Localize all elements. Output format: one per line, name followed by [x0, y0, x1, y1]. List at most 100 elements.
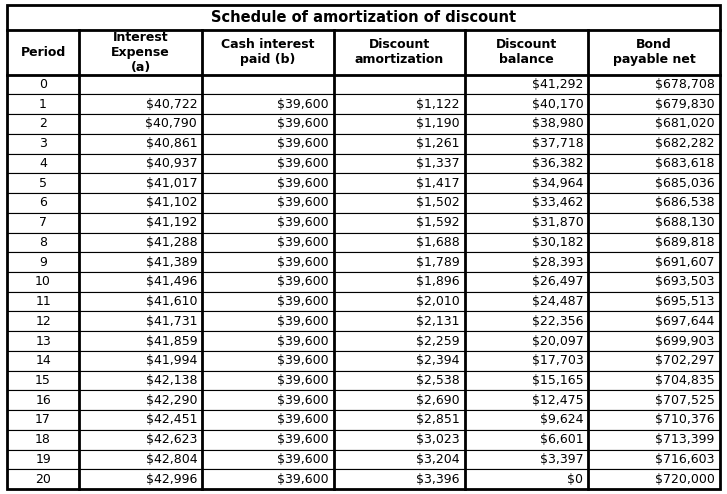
Text: $6,601: $6,601 [539, 433, 583, 446]
Bar [79, 351, 202, 370]
Bar [465, 154, 588, 173]
Bar [465, 351, 588, 370]
Text: $39,600: $39,600 [277, 137, 329, 150]
Bar [588, 154, 720, 173]
Bar [465, 30, 588, 75]
Bar [202, 75, 334, 94]
Text: Cash interest
paid (b): Cash interest paid (b) [221, 39, 315, 66]
Bar [588, 94, 720, 114]
Text: $1,337: $1,337 [417, 157, 460, 170]
Bar [465, 75, 588, 94]
Text: $720,000: $720,000 [655, 473, 715, 486]
Bar [334, 272, 465, 292]
Bar [465, 430, 588, 450]
Bar [465, 390, 588, 410]
Bar [79, 233, 202, 252]
Bar [79, 173, 202, 193]
Bar [334, 252, 465, 272]
Text: $1,261: $1,261 [417, 137, 460, 150]
Text: 16: 16 [35, 394, 51, 407]
Bar [465, 410, 588, 430]
Bar [588, 370, 720, 390]
Text: $41,610: $41,610 [145, 295, 197, 308]
Bar [334, 351, 465, 370]
Text: $41,288: $41,288 [145, 236, 197, 249]
Text: 18: 18 [35, 433, 51, 446]
Bar [202, 331, 334, 351]
Text: $28,393: $28,393 [531, 255, 583, 269]
Bar [79, 390, 202, 410]
Bar [334, 193, 465, 213]
Text: Discount
balance: Discount balance [496, 39, 558, 66]
Text: $42,290: $42,290 [145, 394, 197, 407]
Bar [79, 193, 202, 213]
Text: 7: 7 [39, 216, 47, 229]
Text: 15: 15 [35, 374, 51, 387]
Bar [334, 134, 465, 154]
Text: $39,600: $39,600 [277, 275, 329, 288]
Text: $39,600: $39,600 [277, 177, 329, 190]
Text: $31,870: $31,870 [531, 216, 583, 229]
Text: $39,600: $39,600 [277, 157, 329, 170]
Bar [202, 469, 334, 489]
Text: 9: 9 [39, 255, 47, 269]
Bar [7, 410, 79, 430]
Text: $1,896: $1,896 [417, 275, 460, 288]
Text: $39,600: $39,600 [277, 354, 329, 368]
Text: $39,600: $39,600 [277, 315, 329, 328]
Text: $3,396: $3,396 [417, 473, 460, 486]
Text: $1,688: $1,688 [416, 236, 460, 249]
Text: $1,592: $1,592 [417, 216, 460, 229]
Bar [7, 292, 79, 311]
Text: $699,903: $699,903 [655, 334, 715, 348]
Bar [588, 173, 720, 193]
Bar [7, 390, 79, 410]
Bar [7, 430, 79, 450]
Text: $39,600: $39,600 [277, 98, 329, 111]
Text: $1,417: $1,417 [417, 177, 460, 190]
Bar [465, 469, 588, 489]
Bar [202, 213, 334, 233]
Text: $42,804: $42,804 [145, 453, 197, 466]
Text: $704,835: $704,835 [655, 374, 715, 387]
Bar [465, 193, 588, 213]
Bar [588, 311, 720, 331]
Bar [202, 351, 334, 370]
Bar [334, 331, 465, 351]
Text: 4: 4 [39, 157, 47, 170]
Text: $26,497: $26,497 [531, 275, 583, 288]
Bar [334, 173, 465, 193]
Bar [79, 430, 202, 450]
Bar [588, 469, 720, 489]
Bar [79, 94, 202, 114]
Text: $695,513: $695,513 [655, 295, 715, 308]
Text: $683,618: $683,618 [655, 157, 715, 170]
Bar [465, 213, 588, 233]
Bar [588, 450, 720, 469]
Bar [465, 173, 588, 193]
Bar [334, 410, 465, 430]
Bar [79, 252, 202, 272]
Bar [7, 331, 79, 351]
Text: $681,020: $681,020 [655, 118, 715, 130]
Bar [334, 469, 465, 489]
Text: $2,394: $2,394 [417, 354, 460, 368]
Text: 17: 17 [35, 413, 51, 426]
Text: Period: Period [20, 46, 65, 59]
Bar [334, 311, 465, 331]
Text: $42,138: $42,138 [145, 374, 197, 387]
Text: $716,603: $716,603 [655, 453, 715, 466]
Bar [202, 410, 334, 430]
Text: $40,790: $40,790 [145, 118, 197, 130]
Bar [465, 114, 588, 134]
Text: $37,718: $37,718 [531, 137, 583, 150]
Bar [465, 233, 588, 252]
Bar [7, 351, 79, 370]
Bar [7, 233, 79, 252]
Bar [7, 252, 79, 272]
Bar [334, 450, 465, 469]
Text: $39,600: $39,600 [277, 334, 329, 348]
Text: $693,503: $693,503 [655, 275, 715, 288]
Text: $40,722: $40,722 [145, 98, 197, 111]
Text: $1,190: $1,190 [417, 118, 460, 130]
